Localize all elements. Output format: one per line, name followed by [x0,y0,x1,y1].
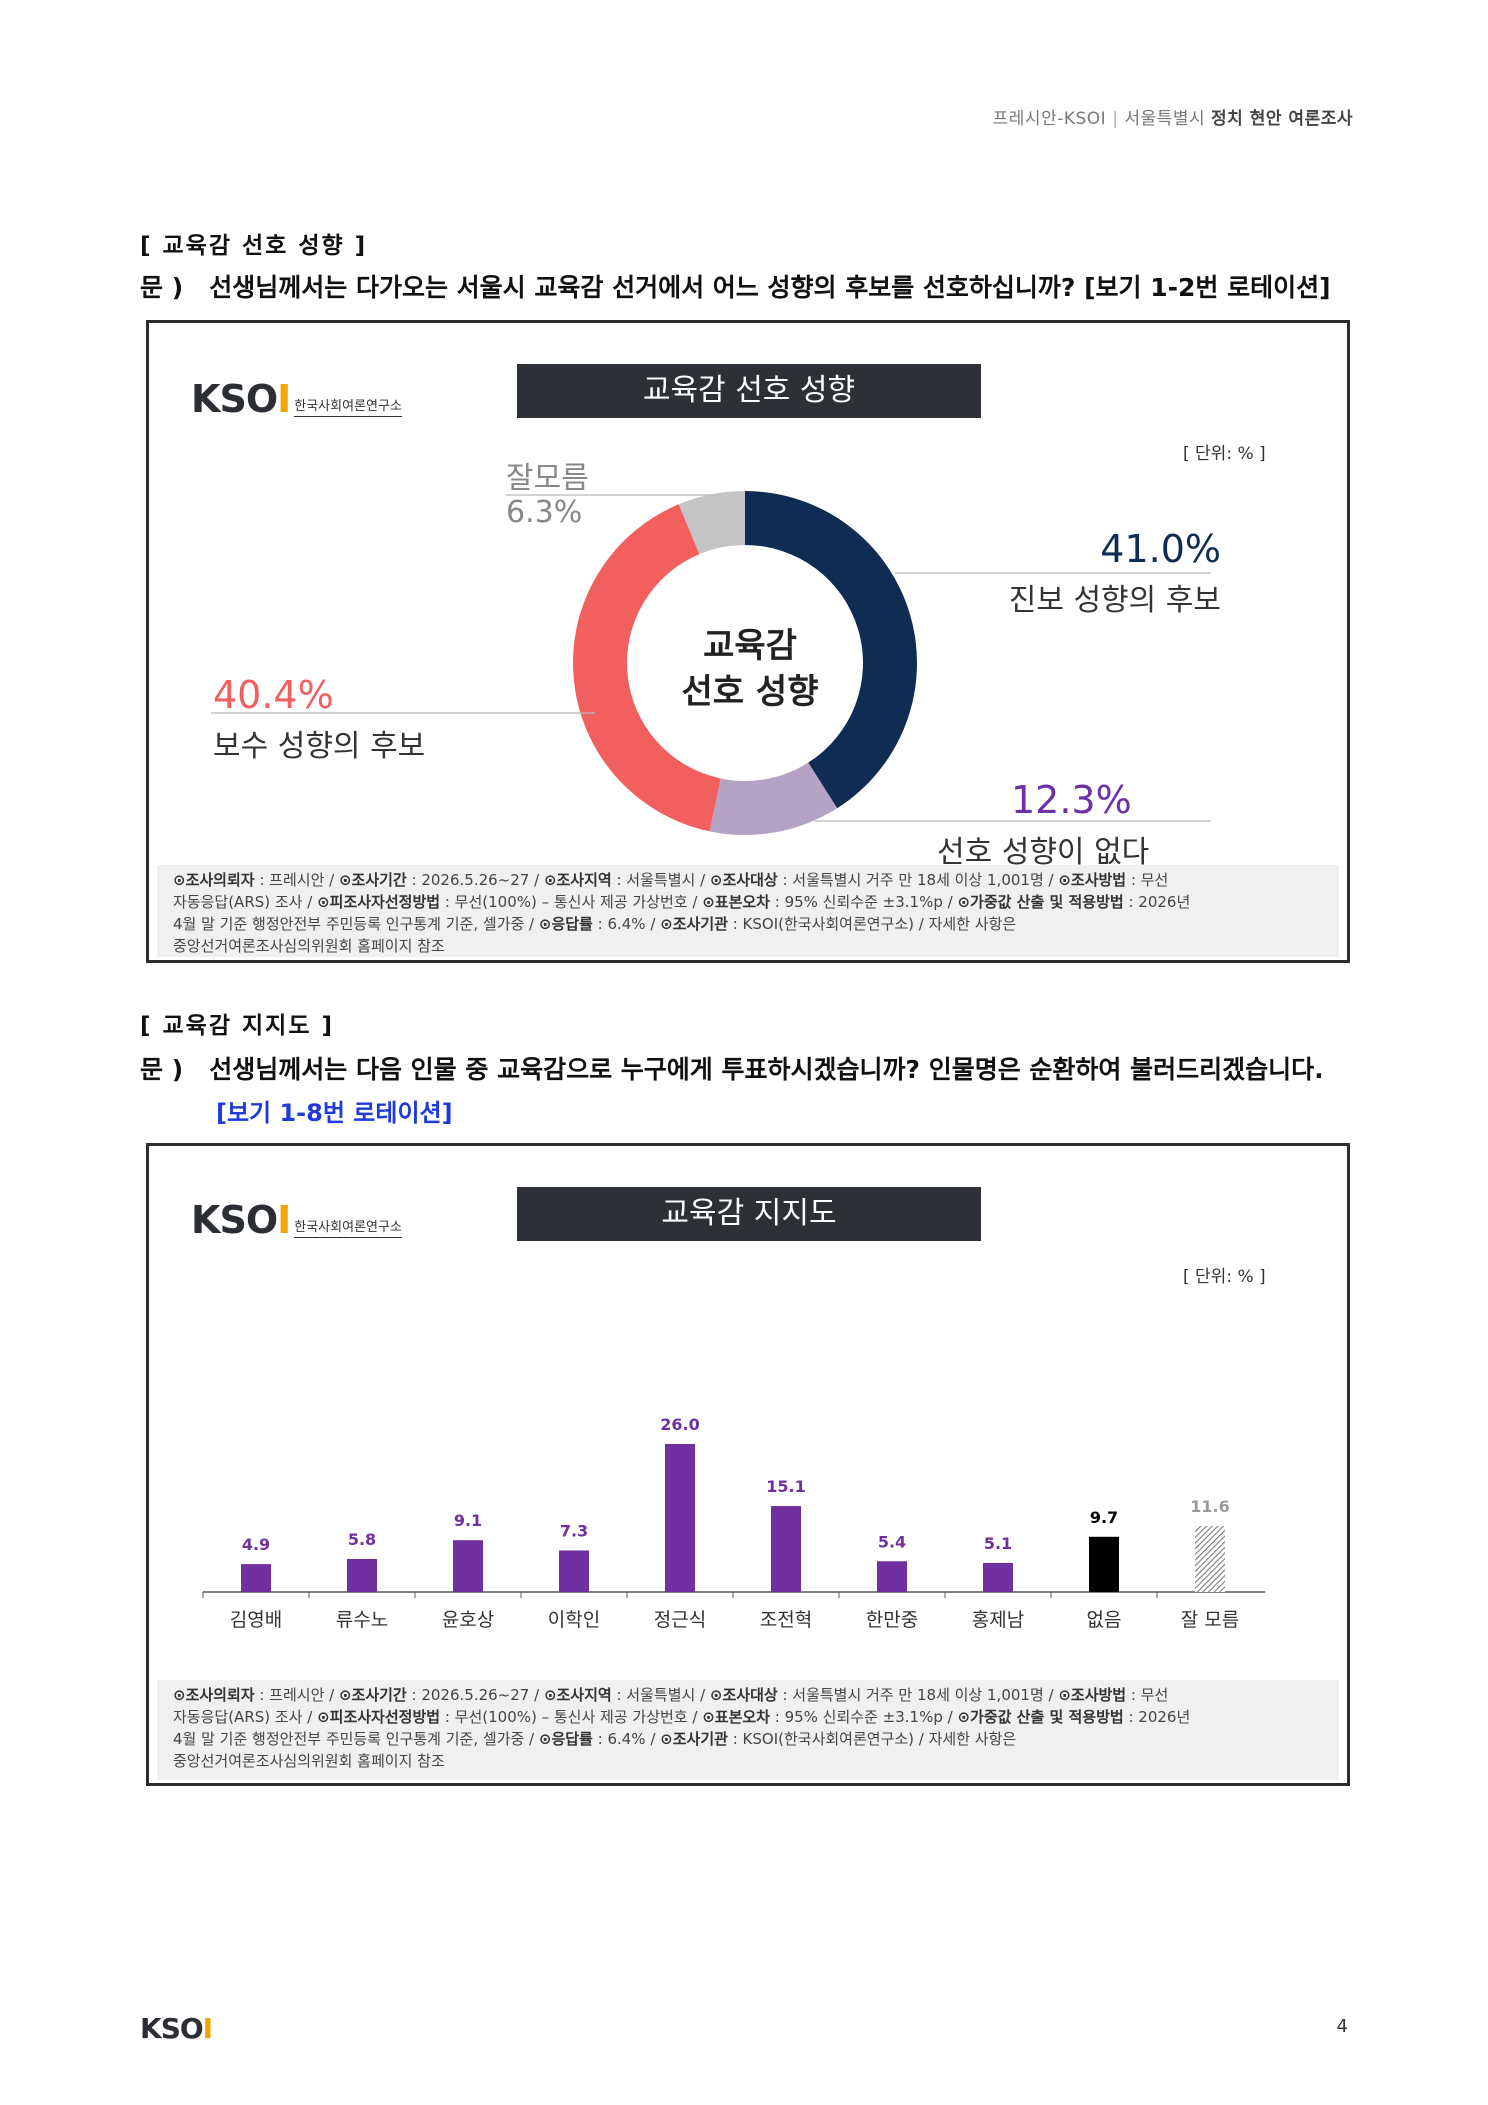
bar-value-label: 9.7 [1090,1508,1118,1527]
section2-q-text: 선생님께서는 다음 인물 중 교육감으로 누구에게 투표하시겠습니까? 인물명은… [209,1055,1324,1084]
x-tick-label: 잘 모름 [1181,1609,1239,1631]
survey-footnote: ⊙조사의뢰자 : 프레시안 / ⊙조사기간 : 2026.5.26~27 / ⊙… [157,1680,1339,1780]
bar-8 [1089,1536,1119,1592]
bar-5 [771,1506,801,1592]
label-unknown-value: 6.3% [506,495,583,530]
section2-title: [ 교육감 지지도 ] [140,1013,335,1039]
survey-footnote: ⊙조사의뢰자 : 프레시안 / ⊙조사기간 : 2026.5.26~27 / ⊙… [157,865,1339,957]
x-tick-label: 윤호상 [442,1609,494,1631]
label-unknown-name: 잘모름 [506,461,589,496]
x-tick-label: 조전혁 [760,1609,812,1631]
bar-3 [559,1550,589,1592]
bar-7 [983,1562,1013,1592]
logo-mark: KSOI [191,377,291,421]
bar-value-label: 11.6 [1190,1497,1229,1516]
section2-q-prefix: 문 ) [140,1055,184,1084]
panel2-title: 교육감 지지도 [517,1187,981,1241]
x-tick-label: 없음 [1087,1609,1122,1631]
label-progressive-name: 진보 성향의 후보 [1008,583,1221,618]
label-none-name: 선호 성향이 없다 [937,835,1150,870]
donut-slice-conservative [573,504,721,832]
x-tick-label: 홍제남 [972,1609,1024,1631]
logo-sub: 한국사회여론연구소 [294,1221,402,1238]
page-number: 4 [1336,2016,1348,2037]
footer-logo: KSOI [140,2012,213,2045]
unit-label: [ 단위: % ] [1183,444,1266,464]
header-org: 프레시안-KSOI [992,109,1107,129]
page-header: 프레시안-KSOI | 서울특별시 정치 현안 여론조사 [992,109,1353,129]
bar-2 [453,1540,483,1592]
x-tick-label: 김영배 [230,1609,282,1631]
donut-slice-progressive [745,491,918,809]
section1-question: 문 ) 선생님께서는 다가오는 서울시 교육감 선거에서 어느 성향의 후보를 … [140,268,1331,304]
bar-9 [1195,1525,1225,1592]
bar-value-label: 7.3 [560,1521,588,1540]
bar-1 [347,1558,377,1592]
logo-mark: KSOI [191,1198,291,1242]
chart-panel-preference: KSOI 한국사회여론연구소 교육감 선호 성향 [ 단위: % ] 교육감 선… [146,320,1350,963]
bar-value-label: 5.8 [348,1530,376,1549]
bar-value-label: 9.1 [454,1511,482,1530]
donut-slice-unknown [678,491,745,555]
panel1-title: 교육감 선호 성향 [517,364,981,418]
center-line1: 교육감 [703,626,797,666]
ksoi-logo: KSOI 한국사회여론연구소 [191,1198,402,1242]
header-title: 정치 현안 여론조사 [1211,109,1353,129]
section2-question: 문 ) 선생님께서는 다음 인물 중 교육감으로 누구에게 투표하시겠습니까? … [140,1050,1324,1086]
bar-0 [241,1564,271,1592]
donut-slice-none [709,762,838,835]
x-tick-label: 류수노 [336,1609,388,1631]
label-none-value: 12.3% [1011,778,1132,822]
section1-q-text: 선생님께서는 다가오는 서울시 교육감 선거에서 어느 성향의 후보를 선호하십… [209,273,1331,302]
label-conservative-name: 보수 성향의 후보 [213,729,426,764]
bar-value-label: 15.1 [766,1477,805,1496]
donut-chart [211,491,1211,835]
ksoi-logo: KSOI 한국사회여론연구소 [191,377,402,421]
bar-value-label: 4.9 [242,1535,270,1554]
label-conservative-value: 40.4% [213,673,334,717]
label-progressive-value: 41.0% [1100,527,1221,571]
bar-chart: 4.9 김영배 5.8 류수노 9.1 윤호상 7.3 이학인 26.0 정근식 15.1 조전혁 5.… [202,1415,1265,1631]
header-region: 서울특별시 [1124,109,1206,129]
section1-title: [ 교육감 선호 성향 ] [140,233,368,259]
bar-4 [665,1444,695,1592]
bar-value-label: 5.4 [878,1532,906,1551]
logo-sub: 한국사회여론연구소 [294,400,402,417]
donut-center-label: 교육감 선호 성향 [635,623,865,715]
x-tick-label: 한만중 [866,1609,918,1631]
x-tick-label: 이학인 [548,1609,600,1631]
bar-value-label: 26.0 [660,1415,699,1434]
bar-value-label: 5.1 [984,1534,1012,1553]
section2-rotation: [보기 1-8번 로테이션] [216,1099,453,1127]
section1-q-prefix: 문 ) [140,273,184,302]
x-tick-label: 정근식 [654,1609,706,1631]
unit-label: [ 단위: % ] [1183,1267,1266,1287]
bar-6 [877,1561,907,1592]
chart-panel-support: KSOI 한국사회여론연구소 교육감 지지도 [ 단위: % ] 4.9 김영배 5… [146,1143,1350,1786]
center-line2: 선호 성향 [681,672,819,712]
